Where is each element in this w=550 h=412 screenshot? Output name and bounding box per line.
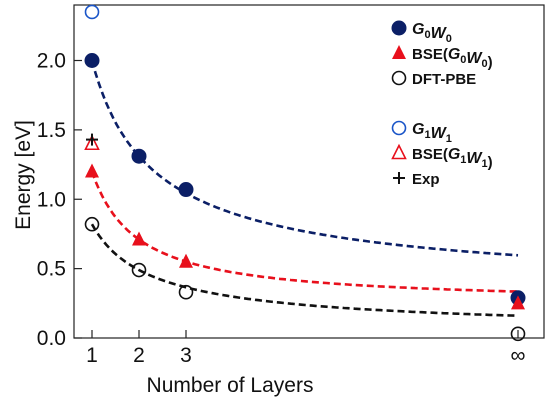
x-tick-label: ∞ (511, 344, 526, 367)
y-axis-label: Energy [eV] (12, 120, 35, 230)
y-tick-label: 0.5 (37, 258, 66, 281)
legend-label: G1W1 (412, 121, 452, 145)
y-tick-label: 0.0 (37, 327, 66, 350)
x-tick-label: 2 (133, 344, 145, 367)
fit-curve (90, 223, 519, 317)
legend-label: DFT-PBE (412, 71, 476, 88)
legend-label: BSE(G1W1) (412, 146, 493, 171)
x-tick-label: 3 (180, 344, 192, 367)
marker-bse-g1w1- (84, 134, 100, 151)
y-axis-ticks: 0.0 0.5 1.0 1.5 2.0 (37, 50, 82, 350)
y-tick-label: 1.0 (37, 188, 66, 211)
marker-bse-g0w0- (132, 231, 146, 246)
x-axis-ticks: 1 2 3 ∞ (86, 330, 526, 367)
marker-exp (86, 133, 98, 146)
x-tick-label: 1 (86, 344, 98, 367)
marker-bse-g0w0- (85, 163, 99, 178)
marker-bse-g0w0- (179, 253, 193, 268)
fit-curves (90, 60, 519, 317)
marker-dft-pbe (178, 284, 194, 300)
y-tick-label: 1.5 (37, 119, 66, 142)
legend-label: G0W0 (412, 21, 452, 45)
legend-marker (392, 45, 406, 59)
marker-g0w0 (178, 182, 194, 198)
data-markers (84, 4, 526, 342)
marker-g0w0 (84, 53, 100, 68)
marker-dft-pbe (131, 262, 147, 278)
legend-marker (393, 172, 405, 184)
legend-marker (391, 70, 407, 86)
fit-curve (90, 171, 519, 293)
legend-marker (391, 143, 407, 160)
marker-dft-pbe (510, 326, 526, 342)
legend-label: Exp (412, 171, 440, 188)
marker-g0w0 (131, 148, 147, 164)
marker-g1w1 (84, 4, 100, 20)
marker-dft-pbe (84, 216, 100, 232)
legend-marker (391, 120, 407, 136)
y-tick-label: 2.0 (37, 50, 66, 73)
x-axis-label: Number of Layers (147, 374, 314, 397)
marker-bse-g0w0- (511, 295, 525, 310)
legend-marker (391, 20, 407, 36)
legend-label: BSE(G0W0) (412, 46, 493, 71)
plot-frame (73, 4, 545, 339)
